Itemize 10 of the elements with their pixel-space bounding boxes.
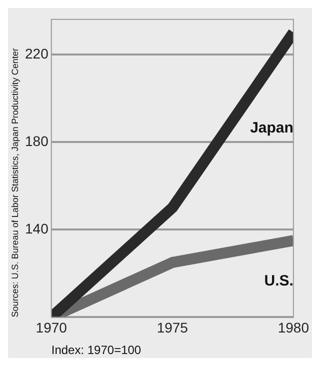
series-label: Japan [250, 120, 294, 137]
x-tick-label: 1975 [156, 319, 188, 336]
y-tick-label: 180 [25, 132, 49, 149]
x-tick-label: 1980 [278, 319, 310, 336]
series-label: U.S. [264, 272, 294, 290]
x-tick-label: 1970 [36, 319, 68, 336]
text: Index: 1970=100 [51, 343, 142, 357]
y-tick-label: 220 [25, 45, 49, 62]
y-tick-label: 140 [25, 220, 49, 236]
source-note: Sources: U.S. Bureau of Labor Statistics, Japan Productivity Center [10, 48, 20, 318]
